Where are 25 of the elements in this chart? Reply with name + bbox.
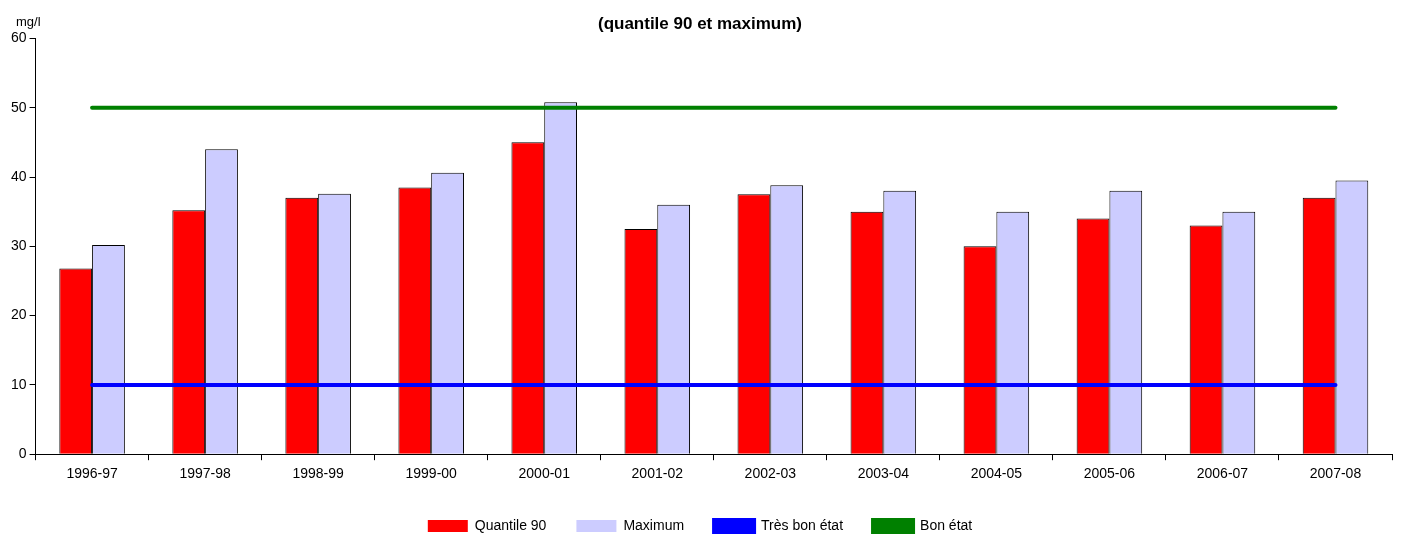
x-tick-label: 2003-04 bbox=[857, 465, 910, 482]
x-tick-label: 2002-03 bbox=[744, 465, 797, 482]
x-tick-label: 1997-98 bbox=[179, 465, 232, 482]
x-tick-label: 1996-97 bbox=[66, 465, 118, 482]
x-tick-label: 2004-05 bbox=[970, 465, 1023, 482]
x-tick-label: 1998-99 bbox=[292, 465, 345, 482]
y-tick-label: 0 bbox=[18, 445, 27, 462]
legend-label: Très bon état bbox=[761, 516, 844, 533]
x-tick-label: 2000-01 bbox=[518, 465, 571, 482]
legend-label: Bon état bbox=[920, 516, 973, 533]
x-tick-label: 2005-06 bbox=[1083, 465, 1136, 482]
legend-label: Maximum bbox=[623, 516, 685, 533]
x-tick-label: 2007-08 bbox=[1309, 465, 1362, 482]
chart-title: (quantile 90 et maximum) bbox=[597, 13, 803, 33]
x-tick-label: 2001-02 bbox=[631, 465, 684, 482]
legend-label: Quantile 90 bbox=[474, 516, 547, 533]
x-tick-label: 2006-07 bbox=[1196, 465, 1249, 482]
y-tick-label: 10 bbox=[10, 375, 27, 392]
y-axis-title: mg/l bbox=[16, 13, 41, 29]
y-tick-label: 40 bbox=[10, 167, 27, 184]
y-tick-label: 60 bbox=[10, 29, 27, 46]
y-tick-label: 50 bbox=[10, 98, 27, 115]
x-tick-label: 1999-00 bbox=[405, 465, 458, 482]
y-tick-label: 30 bbox=[10, 237, 27, 254]
y-tick-label: 20 bbox=[10, 306, 27, 323]
